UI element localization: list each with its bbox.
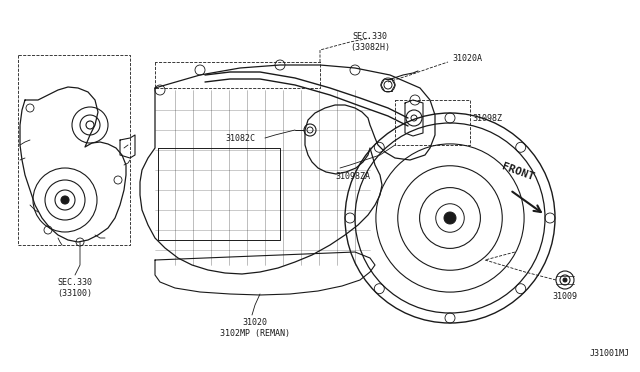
Text: J31001MJ: J31001MJ [590,349,630,358]
Text: 31082C: 31082C [225,134,255,142]
Text: SEC.330
(33100): SEC.330 (33100) [58,278,93,298]
Text: 31020A: 31020A [452,54,482,62]
Text: 31098Z: 31098Z [472,113,502,122]
Text: FRONT: FRONT [500,161,535,182]
Text: 31009: 31009 [552,292,577,301]
Text: SEC.330
(33082H): SEC.330 (33082H) [350,32,390,52]
Circle shape [61,196,69,204]
Circle shape [563,278,567,282]
Text: 31020
3102MP (REMAN): 31020 3102MP (REMAN) [220,318,290,338]
Circle shape [444,212,456,224]
Text: 31098ZA: 31098ZA [335,172,370,181]
